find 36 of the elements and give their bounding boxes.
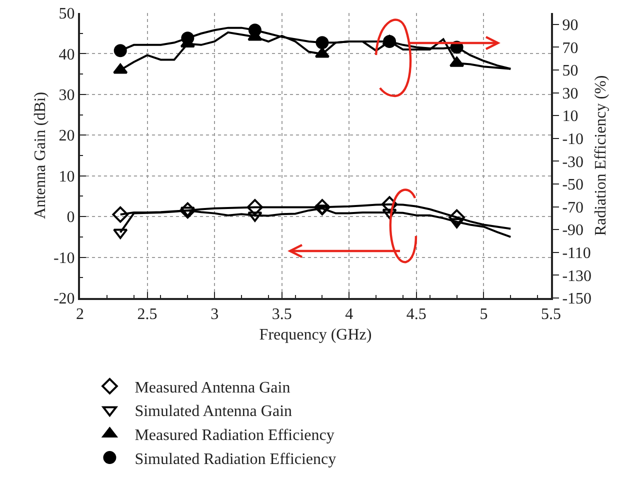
legend-label: Simulated Antenna Gain — [134, 403, 292, 420]
x-tick-label: 4 — [345, 306, 354, 324]
legend-label: Measured Radiation Efficiency — [134, 426, 334, 444]
y2-tick-label: 50 — [562, 62, 578, 80]
x-tick-label: 3.5 — [272, 306, 292, 324]
y2-tick-label: 70 — [562, 40, 578, 57]
y2-tick-label: -90 — [562, 222, 584, 240]
y2-tick-label: -130 — [562, 268, 592, 285]
y2-tick-label: -150 — [562, 290, 592, 308]
legend-label: Measured Antenna Gain — [134, 379, 290, 396]
y2-axis-title: Radiation Efficiency (%) — [592, 75, 610, 236]
y-tick-label: 10 — [58, 168, 75, 186]
y-tick-label: 50 — [58, 6, 75, 23]
y-tick-label: 40 — [58, 46, 75, 64]
x-tick-label: 5 — [480, 306, 488, 324]
y2-tick-label: 10 — [562, 108, 578, 126]
legend-label: Simulated Radiation Efficiency — [134, 450, 336, 468]
x-tick-label: 4.5 — [406, 306, 426, 324]
y-tick-label: -10 — [53, 250, 75, 267]
y-tick-label: 0 — [66, 209, 75, 226]
y2-tick-label: -50 — [562, 176, 584, 194]
y2-tick-label: -70 — [562, 199, 584, 216]
x-tick-label: 3 — [210, 306, 219, 324]
y2-tick-label: -30 — [562, 154, 584, 171]
y-axis-title: Antenna Gain (dBi) — [32, 92, 49, 220]
y2-tick-label: 30 — [562, 85, 578, 102]
y-tick-label: 20 — [58, 128, 75, 145]
y2-tick-label: 90 — [562, 17, 578, 34]
y-tick-label: 30 — [58, 87, 75, 104]
y2-tick-label: -110 — [562, 245, 591, 262]
x-tick-label: 5.5 — [541, 306, 561, 324]
x-axis-title: Frequency (GHz) — [259, 326, 372, 344]
x-tick-label: 2 — [76, 306, 84, 324]
y-tick-label: -20 — [53, 290, 75, 308]
x-tick-label: 2.5 — [137, 306, 158, 324]
y2-tick-label: -10 — [562, 131, 584, 148]
